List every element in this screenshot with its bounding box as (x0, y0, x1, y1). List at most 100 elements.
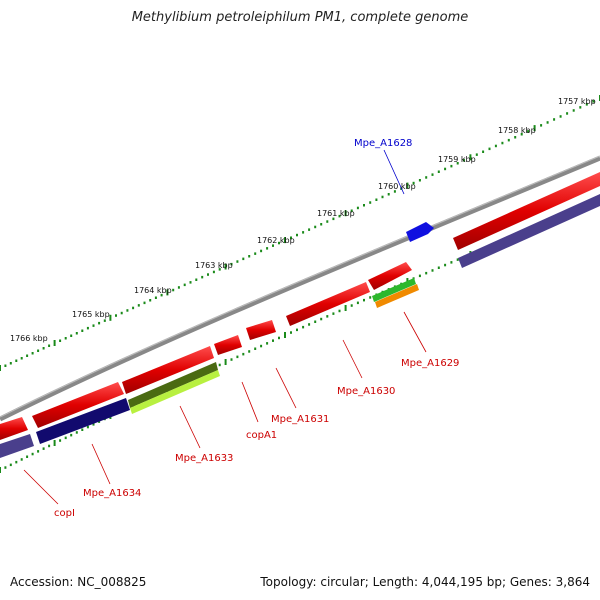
gene-orange-mpe-a1629[interactable] (375, 284, 419, 308)
ruler-minor-tick (103, 319, 106, 322)
gene-label-mpe-a1634[interactable]: Mpe_A1634 (83, 488, 141, 499)
ruler-minor-tick (15, 359, 18, 362)
ruler-minor-tick (326, 315, 329, 318)
ruler-minor-tick (585, 103, 588, 106)
ruler-minor-tick (248, 255, 251, 258)
ruler-minor-tick (242, 352, 245, 356)
ruler-minor-tick (26, 354, 29, 357)
ruler-major-tick (533, 125, 536, 132)
ruler-minor-tick (592, 100, 595, 103)
ruler-minor-tick (579, 106, 582, 109)
ruler-major-tick (224, 359, 227, 365)
ruler-major-tick (0, 467, 1, 473)
ruler-minor-tick (338, 214, 341, 218)
ruler-minor-tick (482, 150, 485, 153)
ruler-minor-tick (363, 204, 365, 207)
kbp-label-1757: 1757 kbp (558, 97, 596, 106)
ruler-minor-tick (230, 262, 233, 266)
gene-label-mpe-a1628[interactable]: Mpe_A1628 (354, 138, 412, 149)
ruler-minor-tick (444, 167, 447, 171)
gene-label-mpe-a1633[interactable]: Mpe_A1633 (175, 453, 233, 464)
ruler-minor-tick (425, 271, 428, 275)
kbp-labels: 1757 kbp 1758 kbp 1759 kbp 1760 kbp 1761… (10, 97, 596, 343)
gene-red-mpe-a1630[interactable] (286, 282, 370, 326)
ruler-minor-tick (350, 209, 353, 212)
ruler-minor-tick (59, 339, 62, 342)
genome-backbone (0, 155, 600, 422)
ruler-minor-tick (177, 286, 180, 289)
kbp-label-1765: 1765 kbp (72, 310, 110, 319)
gene-label-copi[interactable]: copI (54, 508, 75, 519)
ruler-minor-tick (437, 170, 440, 173)
ruler-minor-tick (143, 301, 146, 305)
ruler-minor-tick (363, 298, 365, 302)
ruler-minor-tick (15, 460, 18, 464)
ruler-minor-tick (26, 455, 29, 458)
ruler-minor-tick (302, 231, 305, 234)
gene-purple-far-right[interactable] (458, 194, 600, 268)
ruler-minor-tick (236, 260, 239, 263)
gene-red-far-right[interactable] (453, 172, 600, 250)
gene-blue-mpe-a1628[interactable] (406, 222, 434, 242)
ruler-minor-tick (98, 321, 101, 325)
ruler-minor-tick (137, 304, 140, 307)
gene-red-mpe-a1634[interactable] (32, 382, 124, 428)
ruler-minor-tick (425, 176, 428, 179)
leader-line-blue (383, 149, 405, 195)
gene-red-copa1[interactable] (214, 335, 242, 355)
ruler-minor-tick (81, 329, 84, 332)
ruler-minor-tick (48, 344, 51, 347)
ruler-minor-tick (183, 283, 186, 287)
gene-label-copa1[interactable]: copA1 (246, 430, 277, 441)
accession-text: Accession: NC_008825 (10, 575, 147, 589)
ruler-major-tick (109, 314, 112, 321)
ruler-minor-tick (272, 339, 274, 342)
kbp-label-1762: 1762 kbp (257, 236, 295, 245)
ruler-major-tick (469, 154, 472, 161)
ruler-major-tick (53, 440, 56, 446)
gene-red-mpe-a1631[interactable] (246, 320, 276, 340)
gene-green-mpe-a1629[interactable] (372, 278, 416, 302)
gene-red-copi[interactable] (0, 417, 28, 440)
ruler-minor-tick (431, 269, 434, 272)
gene-navy-mpe-a1634[interactable] (36, 398, 130, 444)
gene-label-mpe-a1631[interactable]: Mpe_A1631 (271, 414, 329, 425)
ruler-minor-tick (494, 144, 497, 148)
ruler-minor-tick (369, 296, 372, 299)
ruler-minor-tick (566, 112, 569, 115)
ruler-minor-tick (296, 233, 298, 237)
ruler-minor-tick (4, 466, 7, 469)
gene-olive-mpe-a1633[interactable] (128, 362, 218, 408)
ruler-minor-tick (248, 350, 251, 353)
ruler-minor-tick (314, 320, 317, 323)
ruler-minor-tick (332, 312, 335, 315)
ruler-major-tick (406, 182, 409, 189)
ruler-minor-tick (278, 241, 280, 245)
gene-red-mpe-a1633[interactable] (122, 346, 214, 394)
ruler-minor-tick (9, 463, 12, 467)
map-title: Methylibium petroleiphilum PM1, complete… (131, 10, 469, 25)
kbp-label-1759: 1759 kbp (438, 155, 476, 164)
ruler-minor-tick (37, 349, 40, 352)
ruler-minor-tick (48, 444, 51, 448)
ruler-major-tick (0, 365, 1, 371)
ruler-minor-tick (260, 249, 263, 253)
gene-label-mpe-a1630[interactable]: Mpe_A1630 (337, 386, 395, 397)
gene-purple-copi[interactable] (0, 434, 34, 458)
kbp-label-1764: 1764 kbp (134, 286, 172, 295)
ruler-minor-tick (418, 179, 421, 182)
gene-label-mpe-a1629[interactable]: Mpe_A1629 (401, 358, 459, 369)
ruler-minor-tick (126, 309, 129, 312)
ruler-minor-tick (218, 268, 221, 271)
ruler-major-tick (284, 237, 286, 244)
gene-red-mpe-a1629-partner[interactable] (368, 262, 412, 290)
ruler-minor-tick (350, 304, 353, 307)
ruler-minor-tick (450, 164, 453, 168)
ruler-minor-tick (540, 124, 543, 127)
ruler-major-tick (344, 210, 347, 217)
ruler-minor-tick (456, 162, 459, 165)
ruler-minor-tick (520, 133, 523, 136)
gene-lime-mpe-a1633[interactable] (130, 370, 220, 414)
ruler-minor-tick (387, 193, 390, 196)
